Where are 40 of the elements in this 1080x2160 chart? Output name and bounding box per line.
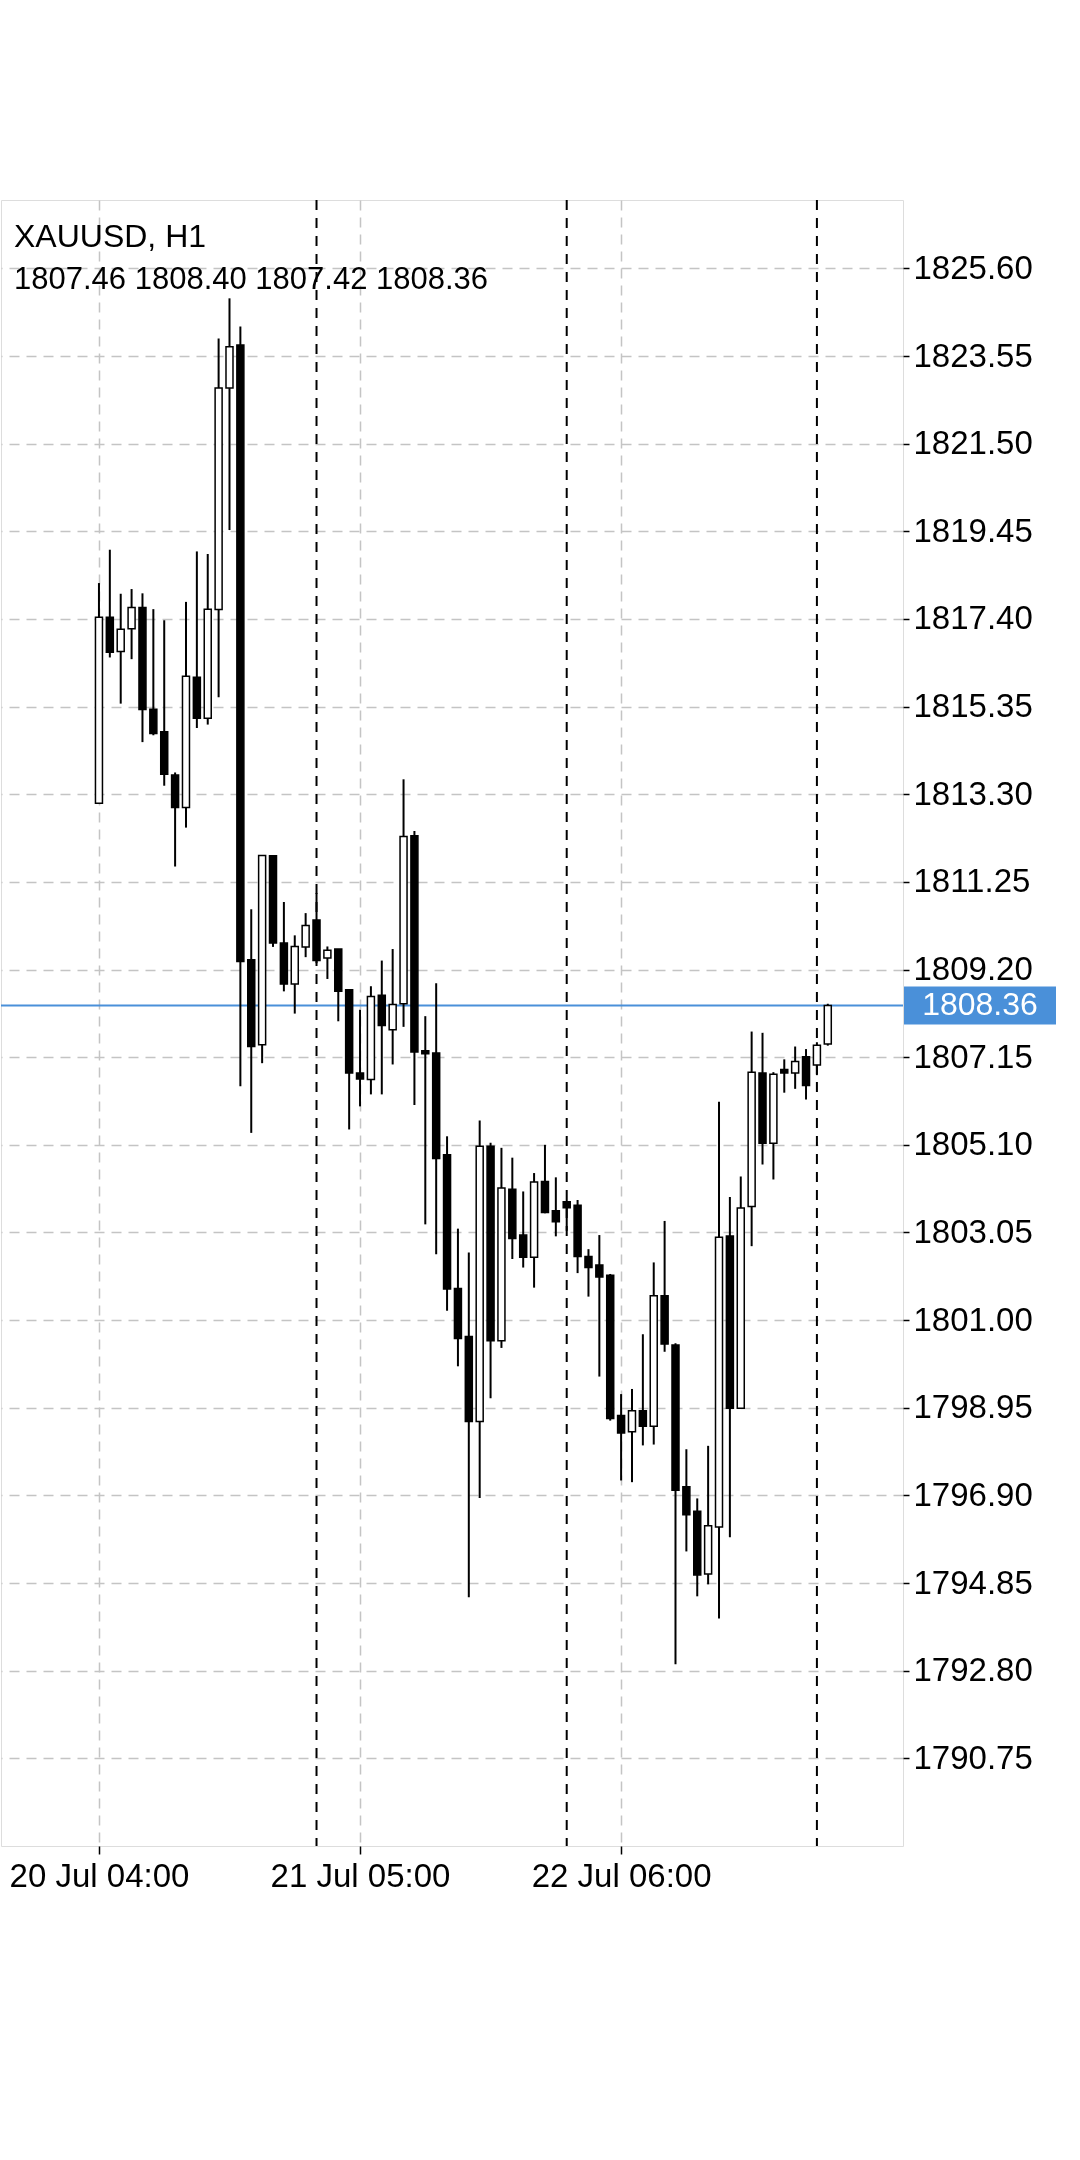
y-tick-label: 1817.40 (913, 599, 1033, 637)
y-tick-label: 1798.95 (913, 1388, 1033, 1426)
y-tick-label: 1825.60 (913, 248, 1033, 286)
x-tick-label: 20 Jul 04:00 (9, 1856, 190, 1894)
y-tick-label: 1809.20 (913, 950, 1033, 988)
candlestick (116, 592, 125, 705)
text: 1807.46 1808.40 1807.42 1808.36 (14, 261, 489, 296)
y-tick-label: 1821.50 (913, 424, 1033, 462)
candlestick (584, 1248, 593, 1298)
ref-line-label: 1808.36 (922, 986, 1038, 1023)
y-tick-label: 1807.15 (913, 1037, 1033, 1075)
y-tick-label: 1811.25 (913, 862, 1031, 900)
y-tick-label: 1819.45 (913, 511, 1033, 549)
y-tick-label: 1790.75 (913, 1738, 1033, 1776)
x-tick-label: 21 Jul 05:00 (270, 1856, 451, 1894)
y-tick-label: 1801.00 (913, 1300, 1033, 1338)
candlestick (421, 1015, 430, 1226)
candlestick (551, 1176, 561, 1238)
y-tick-label: 1794.85 (913, 1563, 1033, 1601)
candlestick (355, 1008, 365, 1108)
y-tick-label: 1805.10 (913, 1125, 1033, 1163)
candlestick (518, 1190, 528, 1269)
candlestick (595, 1234, 604, 1378)
y-tick-label: 1792.80 (913, 1651, 1033, 1689)
candlestick (616, 1393, 626, 1482)
candlestick (638, 1333, 648, 1447)
candlestick (790, 1045, 800, 1090)
candlestick (812, 1041, 822, 1077)
candlestick (780, 1058, 789, 1094)
candlestick (127, 588, 136, 661)
x-tick-label: 22 Jul 06:00 (531, 1856, 712, 1894)
y-tick-label: 1813.30 (913, 774, 1033, 812)
y-tick-label: 1796.90 (913, 1475, 1033, 1513)
y-tick-label: 1815.35 (913, 687, 1033, 725)
y-tick-label: 1823.55 (913, 336, 1033, 374)
candlestick (627, 1387, 637, 1484)
candlestick (323, 945, 332, 980)
candlestick (301, 912, 310, 959)
text: XAUUSD, H1 (14, 218, 207, 254)
y-tick-label: 1803.05 (913, 1212, 1033, 1250)
